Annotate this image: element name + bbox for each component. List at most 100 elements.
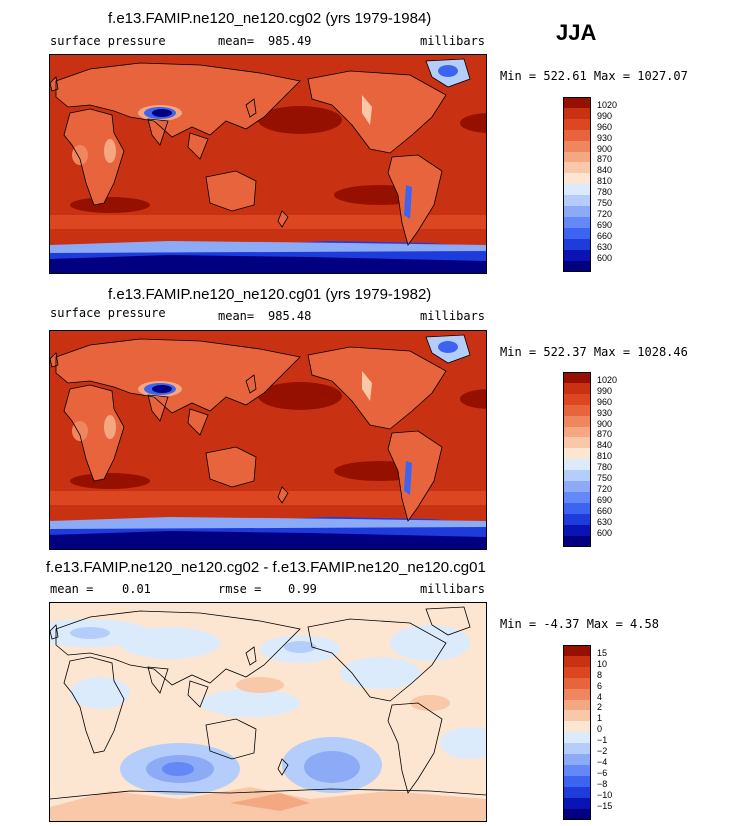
colorbar-tick-label: 8 <box>597 669 603 680</box>
colorbar-tick-label: 810 <box>597 176 613 187</box>
panel-2-variable-label: surface pressure <box>50 306 166 320</box>
coastline-samerica <box>387 430 443 522</box>
land-fill-africa <box>64 109 124 205</box>
colorbar-box <box>563 524 591 536</box>
land-fill-namerica <box>308 71 446 153</box>
colorbar-box <box>563 535 591 547</box>
colorbar-tick-label: 0 <box>597 724 603 735</box>
colorbar-box <box>563 129 591 142</box>
colorbar-box <box>563 173 591 185</box>
colorbar-box <box>563 481 591 493</box>
panel-2-map <box>49 330 487 550</box>
map-svg <box>50 55 486 273</box>
colorbar-tick-label: 990 <box>597 385 613 396</box>
africa-highland <box>72 421 88 441</box>
negative-anomaly <box>200 689 300 717</box>
panel-2-mean-value: 985.48 <box>268 309 312 323</box>
land-fill-eurasia <box>56 339 300 413</box>
andes <box>404 461 412 495</box>
colorbar-box <box>563 195 591 207</box>
colorbar-box <box>563 764 591 777</box>
colorbar-box <box>563 808 591 820</box>
map-svg <box>50 331 486 549</box>
colorbar-tick-label: 630 <box>597 516 613 527</box>
land-fill-india <box>148 395 168 421</box>
colorbar-box <box>563 437 591 449</box>
colorbar-box <box>563 754 591 766</box>
colorbar-box <box>563 372 591 384</box>
negative-anomaly <box>70 627 110 639</box>
colorbar-tick-label: −15 <box>597 800 613 811</box>
atlantic-high <box>460 389 486 409</box>
southern-ocean-band <box>50 491 486 505</box>
season-label: JJA <box>556 20 597 45</box>
colorbar-tick-label: −8 <box>597 778 608 789</box>
coastline-japan <box>245 646 257 666</box>
coastline-seasia <box>187 132 209 160</box>
tibet-core <box>152 109 172 117</box>
coastline-samerica <box>387 154 443 246</box>
colorbar-tick-label: 960 <box>597 121 613 132</box>
colorbar-box <box>563 513 591 526</box>
colorbar-tick-label: 15 <box>597 647 608 658</box>
coastline-namerica <box>307 346 447 430</box>
negative-anomaly <box>340 657 420 689</box>
colorbar-tick-label: 1020 <box>597 374 618 385</box>
coastline-india <box>147 118 169 146</box>
coastline-eurasia <box>55 62 301 138</box>
colorbar-tick-label: 6 <box>597 680 603 691</box>
colorbar-tick-label: 660 <box>597 505 613 516</box>
colorbar-box <box>563 404 591 417</box>
colorbar-tick-label: 900 <box>597 418 613 429</box>
colorbar-box <box>563 260 591 272</box>
andes <box>404 185 412 219</box>
coastline-japan <box>245 98 257 118</box>
colorbar-box <box>563 151 591 163</box>
colorbar-tick-label: 1020 <box>597 99 618 110</box>
panel-3-units: millibars <box>420 582 486 596</box>
east-africa-highland <box>104 415 116 439</box>
rockies <box>362 371 372 401</box>
colorbar-box <box>563 97 591 109</box>
coastline-australia <box>205 170 257 212</box>
panel-2-mean-label: mean= <box>218 309 255 323</box>
coastline-nz <box>277 486 289 504</box>
colorbar-tick-label: −1 <box>597 735 608 746</box>
colorbar-tick-label: 780 <box>597 187 613 198</box>
colorbar-box <box>563 459 591 471</box>
panel-1-units: millibars <box>420 34 486 48</box>
colorbar-tick-label: 720 <box>597 208 613 219</box>
positive-anomaly <box>236 677 284 693</box>
land-fill-samerica <box>388 431 442 521</box>
greenland-core <box>438 65 458 77</box>
panel-3-title: f.e13.FAMIP.ne120_ne120.cg02 - f.e13.FAM… <box>46 559 486 576</box>
colorbar-tick-label: 930 <box>597 407 613 418</box>
colorbar-tick-label: −4 <box>597 756 608 767</box>
coastline-uk <box>50 76 59 92</box>
land-fill-india <box>148 119 168 145</box>
panel-2-units: millibars <box>420 309 486 323</box>
colorbar-box <box>563 732 591 744</box>
atlantic-high <box>460 113 486 133</box>
panel-3-map <box>49 602 487 822</box>
panel-1-map <box>49 54 487 274</box>
colorbar-tick-label: 900 <box>597 143 613 154</box>
negative-anomaly <box>440 727 486 759</box>
coastline-australia <box>205 446 257 488</box>
pacific-high <box>258 382 342 410</box>
indian-high <box>70 197 150 213</box>
colorbar-box <box>563 688 591 700</box>
colorbar-box <box>563 393 591 406</box>
coastline-eurasia <box>55 338 301 414</box>
coastline-namerica <box>307 70 447 154</box>
map-svg <box>50 603 486 821</box>
pacific-high <box>258 106 342 134</box>
colorbar-tick-label: 690 <box>597 219 613 230</box>
colorbar-box <box>563 238 591 251</box>
coastline-india <box>147 394 169 422</box>
negative-anomaly <box>162 762 194 776</box>
negative-anomaly <box>284 641 316 653</box>
antarctica-plateau <box>50 531 486 549</box>
colorbar-tick-label: 870 <box>597 154 613 165</box>
panel-1-mean-label: mean= <box>218 34 255 48</box>
